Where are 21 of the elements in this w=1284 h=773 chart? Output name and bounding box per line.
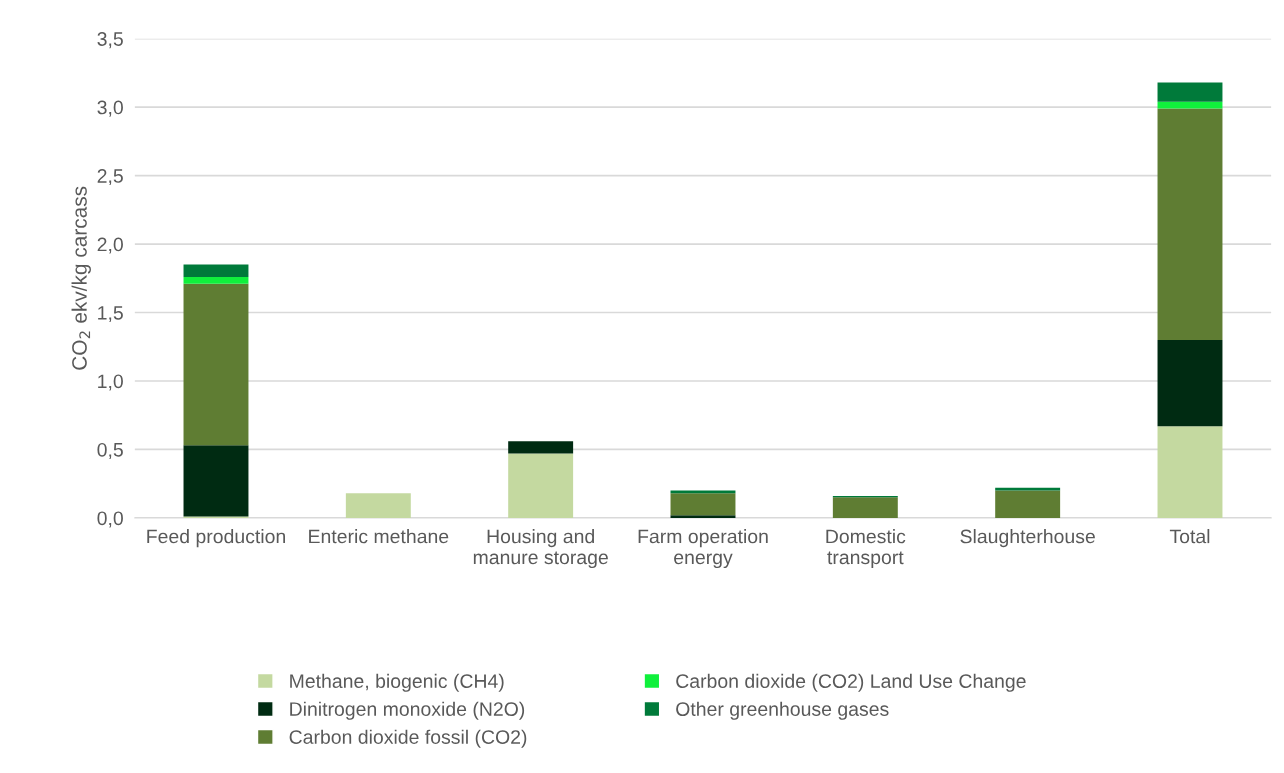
legend-label: Carbon dioxide (CO2) Land Use Change [676,673,1026,692]
y-tick-label: 1,0 [98,374,123,391]
x-tick-label: Domestic transport [826,529,906,569]
x-tick-label: Housing and manure storage [473,529,608,569]
legend-label: Carbon dioxide fossil (CO2) [289,729,527,748]
y-tick-label: 0,0 [97,511,123,528]
y-axis-title: CO$_{2}$ ekv/kg carcass [71,186,91,370]
y-tick-label: 1,5 [98,306,123,323]
x-tick-label: Slaughterhouse [960,529,1095,548]
y-tick-label: 3,0 [97,100,123,117]
legend-label: Dinitrogen monoxide (N2O) [290,701,525,720]
y-tick-label: 0,5 [97,442,123,459]
legend-label: Methane, biogenic (CH4) [290,673,504,692]
x-tick-label: Farm operation energy [638,529,768,569]
x-tick-label: Feed production [147,529,285,548]
x-tick-label: Enteric methane [309,529,449,544]
y-tick-label: 3,5 [97,32,123,49]
legend-label: Other greenhouse gases [676,701,889,720]
y-tick-label: 2,0 [97,237,123,254]
x-tick-label: Total [1169,529,1210,544]
y-tick-label: 2,5 [97,169,123,186]
